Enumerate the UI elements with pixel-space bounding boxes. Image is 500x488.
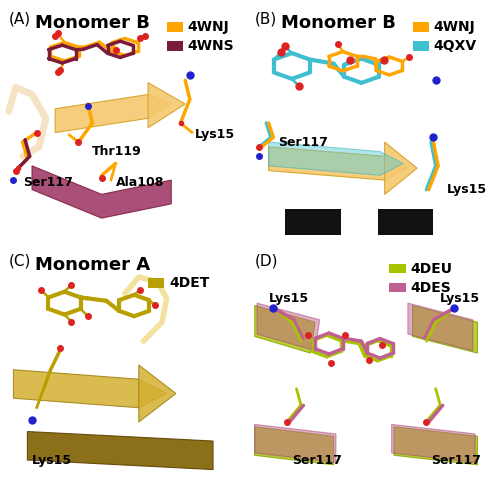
Text: 4DET: 4DET (169, 276, 209, 290)
Polygon shape (14, 370, 166, 408)
FancyBboxPatch shape (390, 283, 406, 292)
Text: 4WNJ: 4WNJ (188, 20, 230, 34)
Polygon shape (254, 305, 315, 353)
Polygon shape (28, 431, 213, 469)
FancyBboxPatch shape (412, 22, 429, 32)
Polygon shape (254, 427, 334, 465)
Text: Monomer A: Monomer A (35, 256, 150, 274)
Polygon shape (139, 365, 176, 422)
FancyBboxPatch shape (390, 264, 406, 273)
Text: Ala108: Ala108 (116, 176, 164, 189)
Text: Ser117: Ser117 (431, 453, 481, 467)
Text: (D): (D) (254, 253, 278, 268)
Text: 4QXV: 4QXV (434, 39, 476, 53)
Text: 4WNJ: 4WNJ (434, 20, 475, 34)
Text: (A): (A) (9, 11, 31, 26)
Text: Ser117: Ser117 (292, 453, 342, 467)
FancyBboxPatch shape (166, 22, 183, 32)
Text: Ser117: Ser117 (278, 136, 328, 148)
Polygon shape (32, 166, 172, 218)
Text: Lys15: Lys15 (194, 128, 234, 142)
FancyBboxPatch shape (412, 41, 429, 51)
Text: (B): (B) (254, 11, 277, 26)
Polygon shape (148, 82, 185, 128)
Polygon shape (55, 95, 172, 133)
Text: Monomer B: Monomer B (281, 14, 396, 32)
Text: 4DES: 4DES (410, 281, 451, 295)
Text: 4DEU: 4DEU (410, 262, 452, 276)
FancyBboxPatch shape (148, 278, 164, 288)
Polygon shape (384, 142, 417, 194)
Polygon shape (408, 303, 473, 351)
Polygon shape (257, 303, 320, 351)
Polygon shape (394, 427, 477, 465)
Text: Monomer B: Monomer B (35, 14, 150, 32)
FancyBboxPatch shape (285, 209, 341, 235)
Polygon shape (412, 305, 478, 353)
Text: Lys15: Lys15 (32, 453, 72, 467)
Text: Thr119: Thr119 (92, 145, 142, 158)
Text: Ser117: Ser117 (22, 176, 72, 189)
FancyBboxPatch shape (378, 209, 434, 235)
Polygon shape (268, 147, 408, 180)
FancyBboxPatch shape (166, 41, 183, 51)
Text: Lys15: Lys15 (440, 292, 480, 305)
Polygon shape (254, 425, 336, 463)
Text: Lys15: Lys15 (448, 183, 488, 196)
Polygon shape (392, 425, 475, 463)
Text: Lys15: Lys15 (268, 292, 308, 305)
Text: 4WNS: 4WNS (188, 39, 234, 53)
Polygon shape (268, 142, 403, 175)
Text: (C): (C) (9, 253, 31, 268)
